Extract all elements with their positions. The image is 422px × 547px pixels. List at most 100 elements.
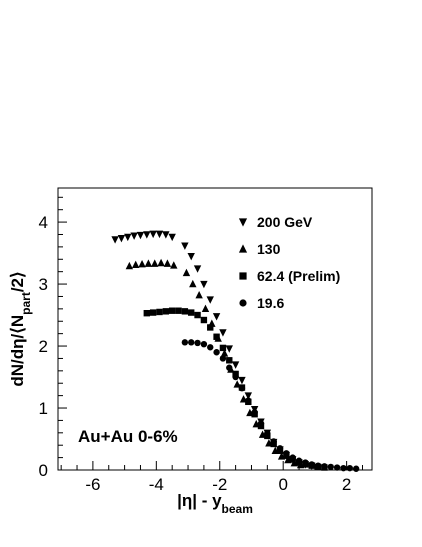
x-tick-label: -4 <box>149 475 164 494</box>
y-tick-label: 0 <box>39 461 48 480</box>
data-point <box>264 430 271 437</box>
data-point <box>207 324 214 331</box>
data-point <box>156 308 163 316</box>
y-tick-label: 4 <box>39 213 48 232</box>
data-point <box>321 463 328 470</box>
legend-label: 19.6 <box>257 295 284 311</box>
data-point <box>144 259 153 267</box>
data-point <box>157 258 165 267</box>
data-point <box>251 409 258 416</box>
data-point <box>352 465 360 472</box>
x-tick-label: -6 <box>85 475 100 494</box>
data-point <box>188 339 195 346</box>
data-point <box>155 230 164 239</box>
data-point <box>136 231 145 240</box>
data-point <box>149 230 157 239</box>
data-point <box>194 339 201 347</box>
data-point <box>340 464 347 472</box>
data-point <box>212 313 221 321</box>
legend: 200 GeV 130 62.4 (Prelim) 19.6 <box>238 214 340 311</box>
data-point <box>143 231 151 239</box>
x-tick-label: 0 <box>278 475 287 494</box>
data-point <box>130 232 138 240</box>
data-point <box>143 309 151 317</box>
data-point <box>302 459 309 466</box>
data-point <box>200 280 208 289</box>
data-point <box>182 268 191 277</box>
data-point <box>245 397 252 404</box>
data-point <box>308 461 315 468</box>
data-point <box>189 279 197 288</box>
data-point <box>219 355 227 362</box>
data-point <box>168 233 176 242</box>
data-point <box>162 308 170 315</box>
data-point <box>200 316 208 324</box>
data-point <box>231 361 240 369</box>
data-point <box>276 445 284 452</box>
data-point <box>187 252 195 261</box>
data-point <box>194 311 201 319</box>
data-markers <box>111 230 360 472</box>
data-point <box>238 384 246 392</box>
annotation: Au+Au 0-6% <box>78 427 178 446</box>
data-point <box>200 340 208 348</box>
y-axis-title: dN/dη/⟨Npart/2⟩ <box>8 271 33 386</box>
data-point <box>138 260 146 268</box>
data-point <box>206 296 214 304</box>
data-point <box>346 464 353 472</box>
legend-marker <box>238 218 248 227</box>
data-point <box>181 308 189 315</box>
legend-marker <box>239 272 247 280</box>
legend-label: 130 <box>257 241 281 257</box>
data-point <box>219 344 227 352</box>
data-point <box>193 265 202 273</box>
data-point <box>257 420 265 427</box>
data-point <box>244 392 253 400</box>
y-tick-label: 2 <box>39 337 48 356</box>
data-point <box>238 376 246 385</box>
data-point <box>149 309 157 316</box>
data-point <box>207 344 214 351</box>
data-point <box>314 462 322 469</box>
y-tick-label: 1 <box>39 399 48 418</box>
data-point <box>117 235 126 243</box>
legend-marker <box>239 299 247 307</box>
axis-ticks: -6 -4 -2 0 2 0 1 2 3 4 <box>39 196 363 494</box>
plot-frame <box>57 187 373 471</box>
data-point <box>270 438 277 445</box>
data-point <box>232 373 239 381</box>
data-point <box>333 464 341 471</box>
data-point <box>170 261 178 269</box>
data-point <box>195 291 203 299</box>
data-point <box>111 236 119 244</box>
data-point <box>226 357 233 364</box>
data-point <box>219 329 227 337</box>
data-point <box>225 345 233 353</box>
data-point <box>289 454 296 461</box>
data-point <box>151 259 159 267</box>
data-point <box>213 333 220 340</box>
series-square <box>143 307 328 471</box>
data-point <box>181 339 189 346</box>
data-point <box>181 242 189 250</box>
y-tick-label: 3 <box>39 275 48 294</box>
data-point <box>168 307 176 314</box>
data-point <box>201 304 210 313</box>
data-point <box>295 457 303 464</box>
data-point <box>327 463 334 471</box>
x-tick-label: -2 <box>212 475 227 494</box>
data-point <box>124 233 132 242</box>
data-point <box>226 364 233 371</box>
legend-label: 200 GeV <box>257 214 313 230</box>
data-point <box>188 309 195 316</box>
data-point <box>220 349 229 357</box>
x-tick-label: 2 <box>342 475 351 494</box>
data-point <box>162 231 170 239</box>
data-point <box>125 261 134 270</box>
legend-marker <box>238 244 248 253</box>
legend-label: 62.4 (Prelim) <box>257 268 340 284</box>
data-point <box>175 307 182 314</box>
x-axis-title: |η| - ybeam <box>177 491 253 516</box>
data-point <box>132 260 140 269</box>
